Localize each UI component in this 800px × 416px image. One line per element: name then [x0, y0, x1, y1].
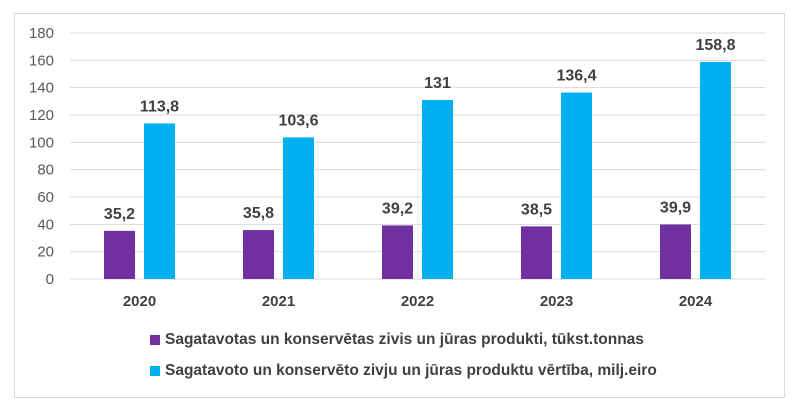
x-tick-label: 2024 — [679, 293, 713, 310]
y-tick-label: 40 — [37, 216, 54, 233]
bar — [521, 226, 552, 279]
y-tick-label: 100 — [29, 134, 54, 151]
y-tick-label: 140 — [29, 80, 54, 97]
legend-swatch-purple — [150, 335, 160, 345]
x-tick-label: 2020 — [123, 293, 156, 310]
data-label: 39,2 — [382, 200, 413, 217]
bar — [422, 99, 453, 279]
legend-label: Sagatavoto un konservēto zivju un jūras … — [165, 362, 657, 379]
legend-label: Sagatavotas un konservētas zivis un jūra… — [165, 331, 644, 348]
y-tick-label: 180 — [29, 25, 54, 42]
data-label: 35,8 — [243, 205, 274, 222]
data-label: 103,6 — [278, 112, 318, 129]
bar — [243, 230, 274, 279]
y-tick-label: 120 — [29, 107, 54, 124]
y-tick-label: 0 — [46, 271, 54, 288]
bar — [104, 230, 135, 279]
y-tick-label: 80 — [37, 162, 54, 179]
x-tick-label: 2021 — [262, 293, 295, 310]
x-tick-label: 2023 — [540, 293, 573, 310]
data-label: 35,2 — [104, 206, 135, 223]
data-label: 113,8 — [140, 98, 179, 115]
y-tick-label: 20 — [37, 244, 54, 261]
data-label: 39,9 — [660, 199, 691, 216]
data-label: 38,5 — [521, 201, 552, 218]
legend-item-value: Sagatavoto un konservēto zivju un jūras … — [150, 362, 657, 380]
bar — [561, 92, 592, 279]
x-tick-label: 2022 — [401, 293, 434, 310]
legend-swatch-blue — [150, 366, 160, 376]
bar — [382, 225, 413, 279]
bar — [144, 123, 175, 280]
bar — [660, 224, 691, 279]
bar — [700, 61, 731, 280]
data-label: 136,4 — [556, 68, 596, 85]
chart-frame — [14, 13, 785, 398]
y-tick-label: 60 — [37, 189, 54, 206]
data-label: 131 — [424, 75, 451, 92]
bar — [283, 137, 314, 279]
data-label: 158,8 — [695, 37, 735, 54]
y-tick-label: 160 — [29, 52, 54, 69]
legend-item-tonnes: Sagatavotas un konservētas zivis un jūra… — [150, 331, 644, 349]
